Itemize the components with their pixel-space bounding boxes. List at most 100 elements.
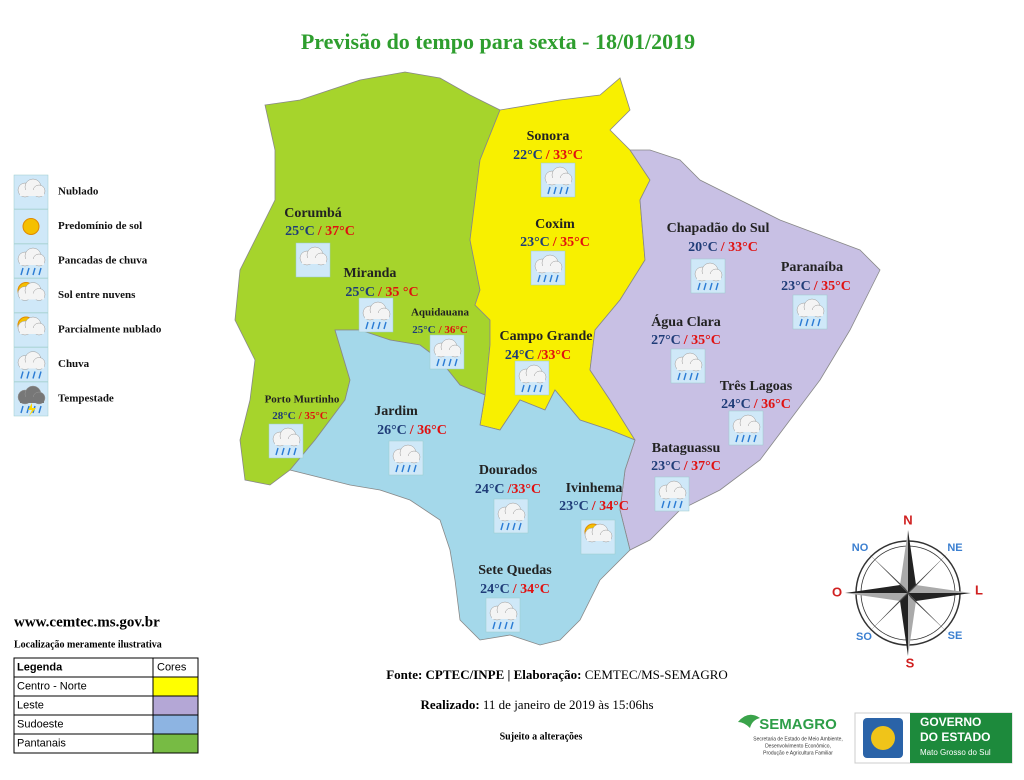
rain	[442, 358, 446, 367]
weather-icon	[358, 297, 394, 333]
weather-icon	[13, 209, 49, 244]
city-temps: 24°C/ 36°C	[721, 397, 791, 412]
rain	[747, 434, 751, 443]
rain	[20, 371, 24, 379]
city-name: Porto Murtinho	[265, 394, 340, 406]
temp-max: / 36°C	[409, 423, 447, 438]
city-temps: 23°C/ 34°C	[559, 499, 629, 514]
city: Chapadão do Sul 20°C/ 33°C	[667, 221, 770, 294]
rain	[20, 405, 24, 414]
city-name: Paranaíba	[781, 260, 843, 275]
compass-label: S	[906, 655, 915, 670]
rain	[377, 321, 381, 330]
compass-labels: N NE L SE S SO O NO	[832, 512, 983, 670]
compass-label: N	[903, 512, 912, 527]
temp-max: / 35°C	[683, 333, 721, 348]
legend-swatch	[152, 733, 199, 754]
city-name: Três Lagoas	[720, 379, 793, 394]
city: Três Lagoas 24°C/ 36°C	[720, 379, 793, 446]
temp-min: 23°C	[781, 279, 811, 294]
rain	[715, 282, 719, 291]
rain	[454, 358, 458, 367]
city-name: Corumbá	[284, 206, 342, 221]
icon-legend-label: Predomínio de sol	[58, 220, 142, 232]
weather-icon	[13, 174, 49, 210]
city-name: Dourados	[479, 463, 538, 478]
cloud	[521, 376, 545, 382]
legend-swatch	[152, 714, 199, 735]
weather-icon	[485, 597, 521, 633]
semagro-line: Produção e Agricultura Familiar	[763, 750, 833, 756]
city-name: Chapadão do Sul	[667, 221, 770, 236]
compass-label: SO	[856, 631, 872, 643]
city: Bataguassu 23°C/ 37°C	[651, 441, 721, 512]
rain	[448, 358, 452, 367]
city: Miranda 25°C/ 35 °C	[344, 266, 419, 333]
cloud	[20, 362, 44, 369]
cloud	[395, 456, 419, 462]
weather-icon	[580, 519, 616, 555]
sun	[22, 218, 40, 235]
rain	[287, 447, 291, 456]
temp-max: / 35°C	[298, 410, 328, 422]
temp-min: 25°C	[345, 285, 375, 300]
temp-min: 24°C	[475, 482, 505, 497]
rain	[533, 384, 537, 393]
icon-legend-label: Tempestade	[58, 393, 114, 405]
weather-icon	[429, 334, 465, 370]
temp-min: 20°C	[688, 240, 718, 255]
cloud	[537, 266, 561, 272]
city-name: Aquidauana	[411, 307, 470, 319]
cloud	[20, 259, 44, 265]
governo-state: Mato Grosso do Sul	[920, 748, 991, 757]
temp-max: / 36°C	[438, 324, 468, 336]
temp-min: 24°C	[505, 348, 535, 363]
region-legend: Legenda Cores Centro - Norte Leste Sudoeste P…	[13, 657, 199, 754]
rain	[547, 186, 551, 195]
weather-icon	[670, 348, 706, 384]
city: Aquidauana 25°C/ 36°C	[411, 307, 470, 370]
weather-icon	[654, 476, 690, 512]
compass	[845, 530, 971, 656]
legend-swatch	[152, 695, 199, 716]
icon-legend-label: Parcialmente nublado	[58, 324, 162, 336]
rain	[683, 372, 687, 381]
temp-max: / 33°C	[720, 240, 758, 255]
city-temps: 27°C/ 35°C	[651, 333, 721, 348]
region-leste	[589, 149, 881, 551]
semagro-line: Desenvolvimento Econômico,	[765, 743, 831, 749]
city-temps: 26°C/ 36°C	[377, 423, 447, 438]
rain	[555, 274, 559, 283]
rain	[26, 371, 30, 379]
legend-header-text: Legenda	[17, 661, 63, 673]
weather-icon	[268, 423, 304, 459]
temp-min: 25°C	[412, 324, 435, 336]
city-temps: 23°C/ 37°C	[651, 459, 721, 474]
city-temps: 25°C/ 36°C	[412, 324, 468, 336]
rain	[510, 621, 514, 630]
city-temps: 23°C/ 35°C	[520, 235, 590, 250]
rain	[395, 464, 399, 473]
governo-logo: GOVERNO DO ESTADO Mato Grosso do Sul	[854, 712, 1013, 764]
weather-icon	[690, 258, 726, 294]
temp-max: /33°C	[507, 482, 542, 497]
rain	[275, 447, 279, 456]
legend-row-label: Pantanais	[17, 737, 66, 749]
cloud	[436, 350, 460, 356]
compass-label: O	[832, 584, 842, 599]
rain	[506, 522, 510, 531]
city-name: Miranda	[344, 266, 397, 281]
weather-icon	[295, 242, 331, 278]
cloud	[697, 274, 721, 280]
rain	[504, 621, 508, 630]
rain	[26, 267, 30, 276]
rain	[735, 434, 739, 443]
made: Realizado: 11 de janeiro de 2019 às 15:0…	[420, 697, 653, 712]
website: www.cemtec.ms.gov.br	[14, 614, 160, 630]
cloud	[799, 310, 823, 316]
temp-min: 28°C	[272, 410, 295, 422]
city: Porto Murtinho 28°C/ 35°C	[265, 394, 340, 459]
city: Coxim 23°C/ 35°C	[520, 217, 590, 286]
title: Previsão do tempo para sexta - 18/01/201…	[301, 29, 695, 54]
